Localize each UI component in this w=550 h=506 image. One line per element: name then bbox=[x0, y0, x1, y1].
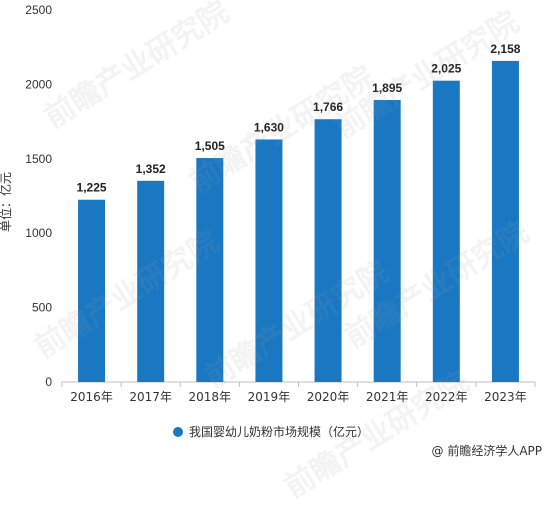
x-tick-label: 2022年 bbox=[425, 390, 468, 404]
y-axis-label: 单位：亿元 bbox=[0, 172, 13, 232]
bar bbox=[314, 119, 342, 382]
x-tick-label: 2020年 bbox=[307, 390, 350, 404]
x-tick-label: 2023年 bbox=[484, 390, 527, 404]
legend-marker bbox=[173, 427, 183, 437]
y-tick-label: 1500 bbox=[25, 152, 52, 166]
data-label: 1,895 bbox=[372, 81, 402, 95]
data-label: 1,352 bbox=[136, 162, 166, 176]
data-label: 1,505 bbox=[195, 139, 225, 153]
bar-chart: 0 500 1000 1500 2000 2500 单位：亿元 1,225 2016年 1,35… bbox=[0, 3, 536, 439]
y-tick-label: 1000 bbox=[25, 226, 52, 240]
y-tick-label: 2000 bbox=[25, 77, 52, 91]
x-tick-label: 2018年 bbox=[189, 390, 232, 404]
legend-label: 我国婴幼儿奶粉市场规模（亿元） bbox=[189, 424, 369, 439]
data-label: 2,158 bbox=[490, 42, 520, 56]
bar bbox=[255, 139, 283, 382]
bar bbox=[432, 80, 460, 383]
bar bbox=[78, 199, 106, 382]
data-label: 1,630 bbox=[254, 120, 284, 134]
y-tick-label: 500 bbox=[32, 301, 52, 315]
y-tick-label: 2500 bbox=[25, 3, 52, 17]
data-label: 1,225 bbox=[77, 181, 107, 195]
bar bbox=[491, 60, 519, 383]
data-label: 2,025 bbox=[431, 62, 461, 76]
x-tick-label: 2021年 bbox=[366, 390, 409, 404]
bar bbox=[196, 158, 224, 382]
x-tick-label: 2016年 bbox=[70, 390, 113, 404]
bar bbox=[137, 180, 165, 382]
data-label: 1,766 bbox=[313, 100, 343, 114]
bar bbox=[373, 100, 401, 383]
source-credit: @ 前瞻经济学人APP bbox=[431, 444, 543, 458]
y-tick-label: 0 bbox=[45, 375, 52, 389]
x-tick-label: 2019年 bbox=[248, 390, 291, 404]
x-tick-label: 2017年 bbox=[129, 390, 172, 404]
